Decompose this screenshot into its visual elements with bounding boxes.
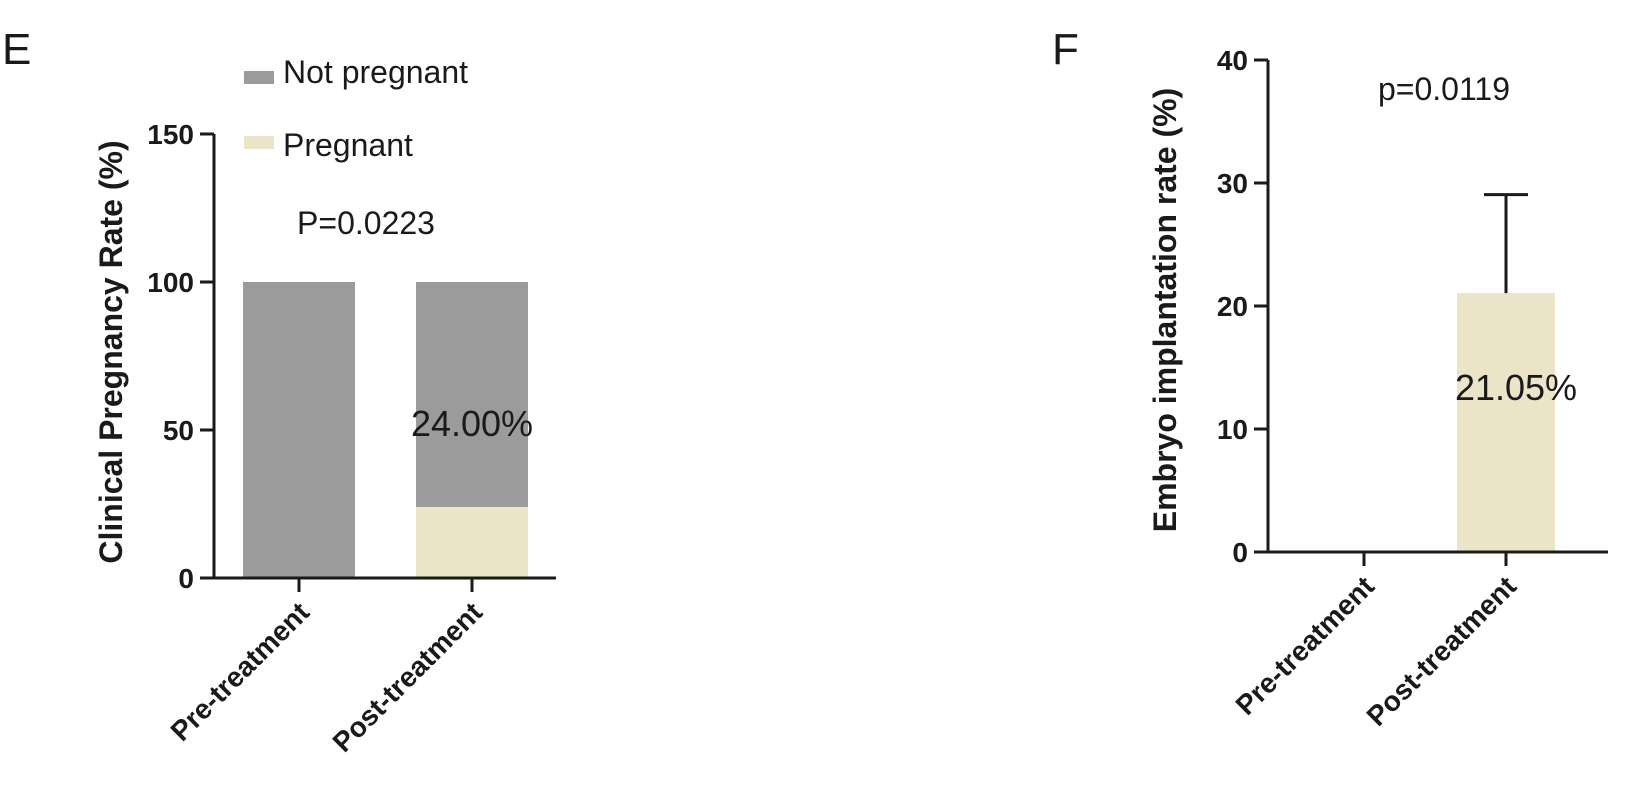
legend-label-not-pregnant: Not pregnant — [283, 54, 468, 90]
x-tick-label-post-treatment: Post-treatment — [1361, 570, 1523, 732]
y-tick-label: 0 — [178, 563, 194, 594]
panel-f-bars — [1457, 193, 1555, 552]
y-tick-label: 30 — [1217, 168, 1248, 199]
panel-f-y-ticks: 0 10 20 30 40 — [1217, 45, 1268, 568]
bar-post-treatment-not-pregnant — [416, 282, 528, 507]
bar-post-treatment — [1457, 293, 1555, 552]
panel-e-value-label: 24.00% — [411, 403, 533, 444]
y-tick-label: 100 — [147, 267, 194, 298]
x-tick-label-post-treatment: Post-treatment — [327, 596, 489, 758]
panel-e-p-value: P=0.0223 — [297, 205, 435, 241]
panel-e-y-axis-title: Clinical Pregnancy Rate (%) — [93, 140, 129, 563]
panel-letter-e: E — [2, 25, 31, 74]
bar-post-treatment-pregnant — [416, 506, 528, 578]
y-tick-label: 50 — [163, 415, 194, 446]
y-tick-label: 150 — [147, 119, 194, 150]
panel-e-x-ticks: Pre-treatment Post-treatment — [165, 578, 489, 758]
y-tick-label: 20 — [1217, 291, 1248, 322]
legend-label-pregnant: Pregnant — [283, 127, 413, 163]
panel-e-y-ticks: 0 50 100 150 — [147, 119, 214, 594]
y-tick-label: 0 — [1232, 537, 1248, 568]
panel-f-y-axis-title: Embryo implantation rate (%) — [1147, 88, 1183, 533]
panel-f-value-label: 21.05% — [1455, 367, 1577, 408]
panel-letter-f: F — [1052, 25, 1079, 74]
legend-swatch-pregnant — [244, 136, 274, 149]
panel-f-p-value: p=0.0119 — [1378, 71, 1510, 107]
y-tick-label: 10 — [1217, 414, 1248, 445]
panel-e-legend: Not pregnant Pregnant — [244, 54, 468, 163]
x-tick-label-pre-treatment: Pre-treatment — [165, 596, 316, 747]
legend-swatch-not-pregnant — [244, 71, 274, 84]
y-tick-label: 40 — [1217, 45, 1248, 76]
bar-pre-treatment-not-pregnant — [243, 282, 355, 578]
x-tick-label-pre-treatment: Pre-treatment — [1230, 570, 1381, 721]
panel-f-axes — [1266, 60, 1608, 554]
panel-e-bars — [243, 282, 528, 578]
